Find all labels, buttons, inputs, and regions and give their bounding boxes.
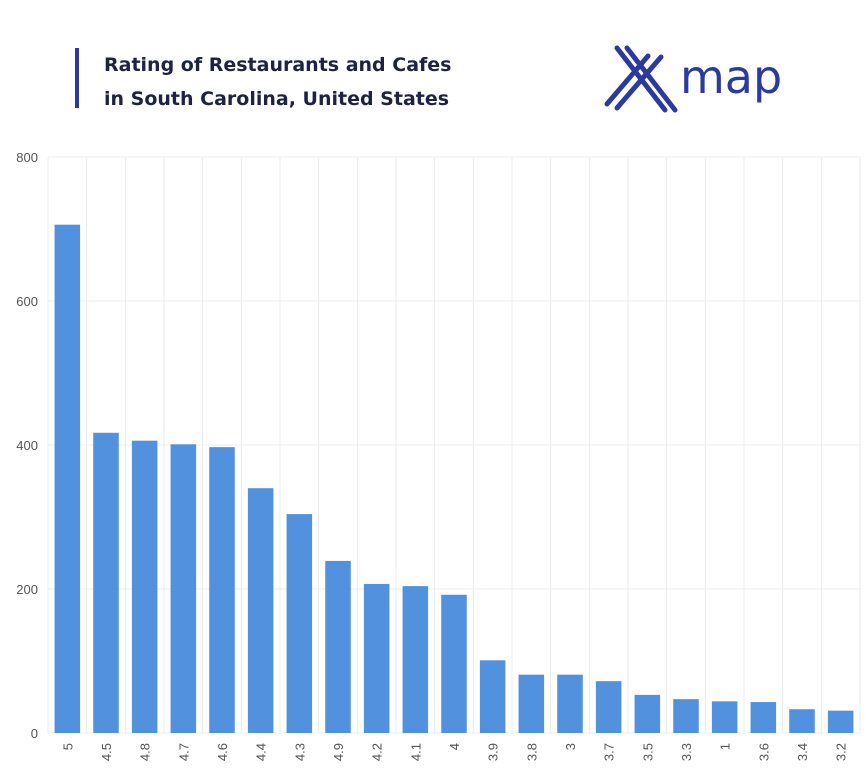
- bar: [325, 560, 351, 733]
- bar: [673, 699, 699, 733]
- x-tick-label: 4: [447, 743, 462, 750]
- x-tick-label: 4.4: [254, 743, 269, 761]
- bar: [441, 594, 467, 733]
- bar: [363, 583, 390, 733]
- x-tick-label: 3.3: [679, 743, 694, 761]
- bar: [634, 694, 661, 733]
- x-tick-label: 3.8: [524, 743, 539, 761]
- x-tick-label: 3.9: [486, 743, 501, 761]
- bar: [131, 440, 158, 733]
- x-tick-label: 5: [60, 743, 75, 750]
- x-tick-label: 3: [563, 743, 578, 750]
- bar: [595, 681, 622, 733]
- x-tick-label: 4.7: [176, 743, 191, 761]
- x-tick-label: 4.5: [99, 743, 114, 761]
- chart-title: Rating of Restaurants and Cafes: [104, 54, 452, 76]
- logo-text: map: [680, 50, 782, 104]
- x-tick-label: 1: [718, 743, 733, 750]
- y-tick-label: 800: [16, 150, 38, 165]
- bar: [402, 586, 429, 733]
- y-tick-label: 400: [16, 438, 38, 453]
- x-tick-label: 3.5: [640, 743, 655, 761]
- bar: [93, 432, 119, 733]
- x-tick-label: 4.3: [292, 743, 307, 761]
- bar: [827, 710, 854, 733]
- bar: [54, 224, 81, 733]
- x-tick-label: 4.9: [331, 743, 346, 761]
- x-tick-label: 3.7: [602, 743, 617, 761]
- bar: [789, 709, 815, 733]
- x-tick-label: 4.8: [138, 743, 153, 761]
- x-tick-label: 3.6: [756, 743, 771, 761]
- bar: [750, 702, 777, 733]
- bar: [209, 447, 235, 733]
- x-tick-label: 4.1: [408, 743, 423, 761]
- x-tick-label: 4.2: [370, 743, 385, 761]
- y-tick-label: 0: [31, 726, 38, 741]
- bar: [170, 444, 197, 733]
- x-tick-label: 3.4: [795, 743, 810, 761]
- bar: [557, 674, 583, 733]
- chart-title: in South Carolina, United States: [104, 88, 449, 110]
- x-tick-label: 4.6: [215, 743, 230, 761]
- y-tick-label: 200: [16, 582, 38, 597]
- logo-icon: [604, 45, 678, 113]
- bar: [711, 701, 738, 733]
- y-tick-label: 600: [16, 294, 38, 309]
- bar: [479, 660, 506, 733]
- x-tick-label: 3.2: [834, 743, 849, 761]
- title-accent: [75, 48, 79, 108]
- bar: [518, 674, 545, 733]
- bar: [247, 488, 274, 733]
- bar: [286, 514, 313, 733]
